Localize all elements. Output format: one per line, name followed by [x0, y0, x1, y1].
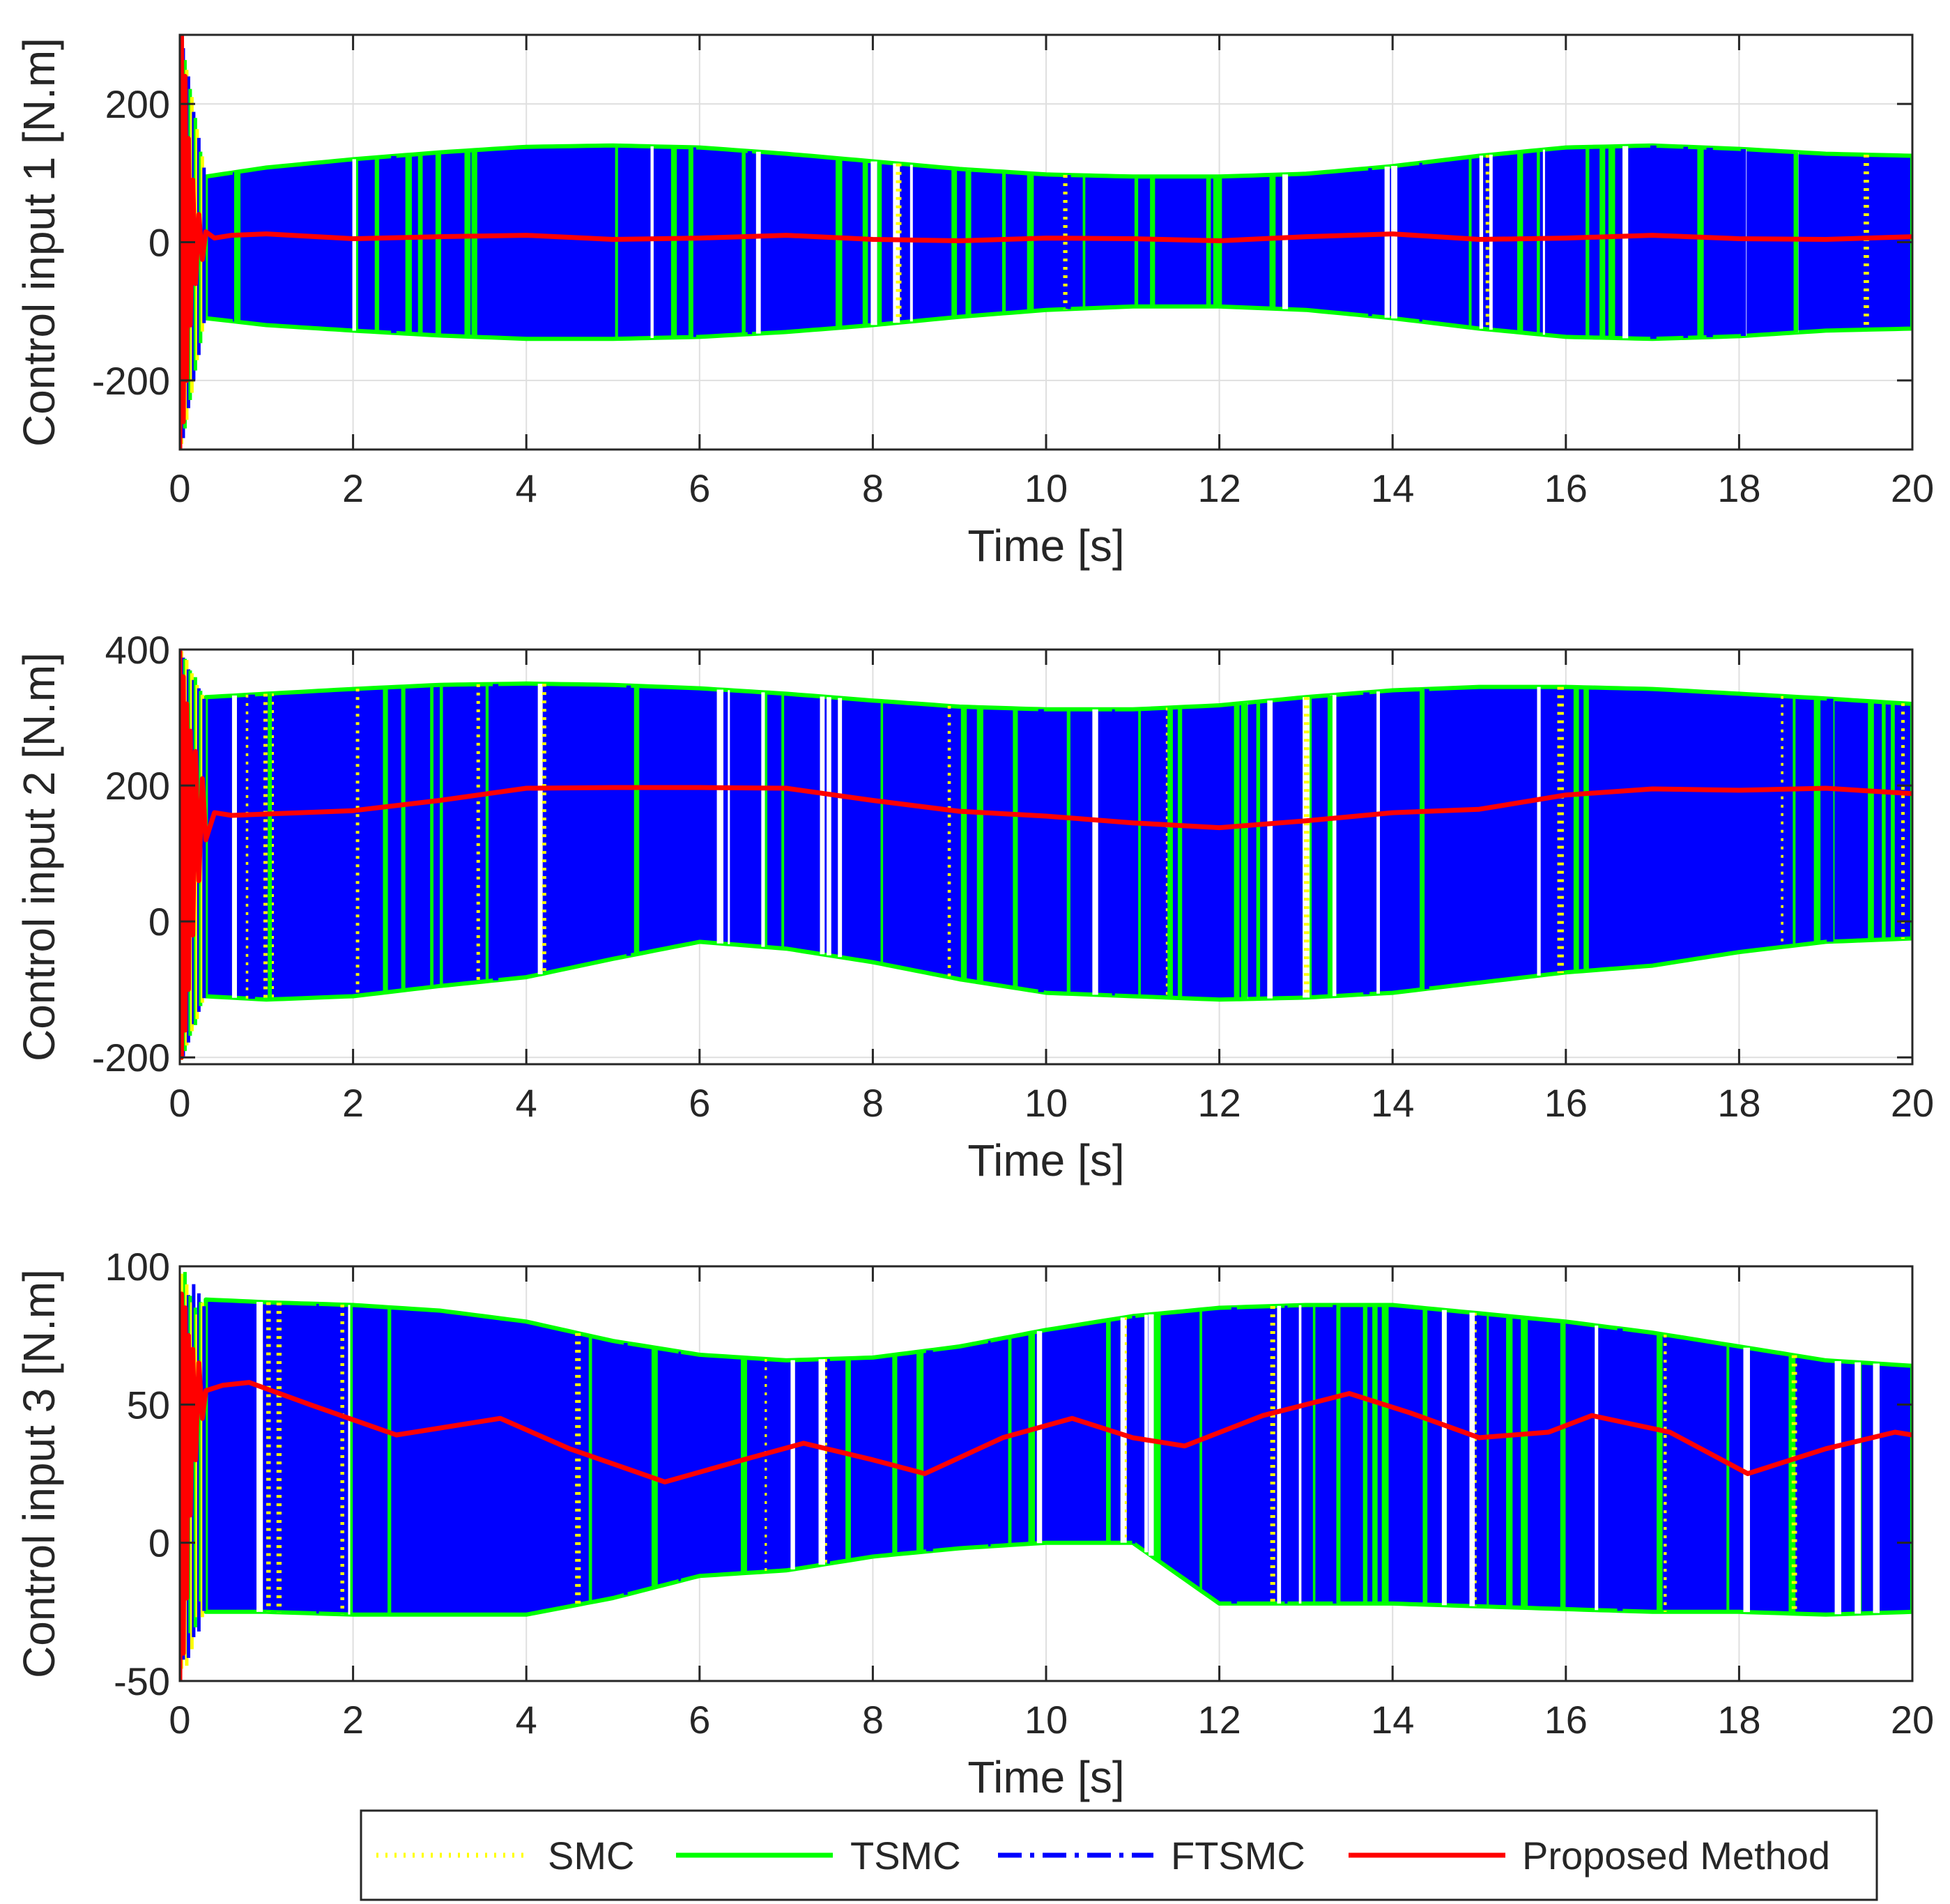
y-tick-label: 0 [148, 221, 170, 265]
x-tick-label: 14 [1371, 466, 1414, 510]
series-line-proposed-method [180, 1291, 1912, 1681]
x-tick-label: 16 [1544, 466, 1588, 510]
y-tick-label: 200 [105, 764, 170, 808]
x-tick-label: 16 [1544, 1698, 1588, 1742]
chattering-band-ftsmc [204, 1297, 1912, 1617]
x-tick-label: 4 [516, 1698, 537, 1742]
y-tick-label: 400 [105, 628, 170, 672]
x-tick-label: 14 [1371, 1698, 1414, 1742]
legend-label-ftsmc: FTSMC [1171, 1834, 1305, 1878]
x-tick-label: 12 [1197, 1081, 1241, 1125]
x-tick-label: 20 [1891, 466, 1934, 510]
x-tick-label: 4 [516, 1081, 537, 1125]
x-tick-label: 20 [1891, 1698, 1934, 1742]
y-tick-label: 100 [105, 1245, 170, 1289]
x-tick-label: 2 [342, 466, 364, 510]
chattering-band-ftsmc [204, 681, 1912, 1002]
y-tick-label: -200 [92, 359, 170, 403]
subplot-control-input-1: 0 2 4 6 8 10 12 14 16 18 20 -200 0 200 Time [s] Control… [14, 33, 1934, 571]
legend-label-smc: SMC [548, 1834, 634, 1878]
x-axis-label: Time [s] [967, 1752, 1124, 1802]
legend-box [360, 1809, 1878, 1901]
series-line-proposed-method [180, 35, 1912, 450]
x-tick-label: 20 [1891, 1081, 1934, 1125]
x-tick-label: 0 [169, 466, 190, 510]
x-tick-label: 2 [342, 1081, 364, 1125]
legend: SMC TSMC FTSMC Proposed Method [360, 1809, 1878, 1901]
x-tick-label: 8 [862, 1698, 884, 1742]
legend-label-tsmc: TSMC [850, 1834, 961, 1878]
x-tick-label: 12 [1197, 1698, 1241, 1742]
x-tick-label: 18 [1717, 1081, 1760, 1125]
x-tick-label: 0 [169, 1081, 190, 1125]
y-tick-label: 200 [105, 82, 170, 126]
x-tick-label: 16 [1544, 1081, 1588, 1125]
legend-label-proposed-method: Proposed Method [1522, 1834, 1830, 1878]
y-tick-label: 0 [148, 900, 170, 944]
plot-content [180, 1272, 1912, 1681]
x-tick-label: 8 [862, 466, 884, 510]
x-tick-label: 14 [1371, 1081, 1414, 1125]
x-tick-label: 6 [689, 466, 710, 510]
x-tick-label: 12 [1197, 466, 1241, 510]
y-axis-label: Control input 2 [N.m] [14, 652, 64, 1061]
y-tick-label: -50 [114, 1659, 170, 1703]
x-tick-label: 2 [342, 1698, 364, 1742]
plot-content [180, 650, 1912, 1060]
x-tick-label: 18 [1717, 1698, 1760, 1742]
y-axis-label: Control input 1 [N.m] [14, 38, 64, 447]
x-tick-label: 0 [169, 1698, 190, 1742]
y-tick-label: -200 [92, 1036, 170, 1080]
x-tick-label: 10 [1024, 1081, 1068, 1125]
x-tick-label: 6 [689, 1698, 710, 1742]
series-line-proposed-method [180, 650, 1912, 1060]
x-tick-label: 6 [689, 1081, 710, 1125]
plot-content [180, 35, 1912, 450]
x-axis-label: Time [s] [967, 1135, 1124, 1185]
x-tick-label: 18 [1717, 466, 1760, 510]
y-axis-label: Control input 3 [N.m] [14, 1269, 64, 1678]
x-tick-label: 8 [862, 1081, 884, 1125]
x-tick-label: 4 [516, 466, 537, 510]
y-tick-label: 0 [148, 1521, 170, 1565]
x-tick-label: 10 [1024, 466, 1068, 510]
x-tick-label: 10 [1024, 1698, 1068, 1742]
y-tick-label: 50 [127, 1383, 170, 1427]
x-axis-label: Time [s] [967, 521, 1124, 571]
